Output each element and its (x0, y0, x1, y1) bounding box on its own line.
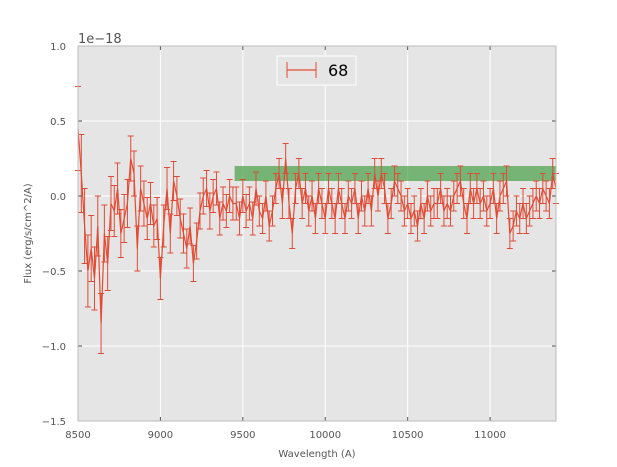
tick-layer: 8500 9000 9500 10000 10500 11000 −1.5 −1.0 −0.5 0… (42, 42, 557, 441)
y-tick-label: 0.0 (50, 192, 66, 203)
y-tick-label: 1.0 (50, 42, 66, 53)
series-line (77, 128, 557, 324)
legend-label: 68 (328, 61, 348, 80)
y-tick-label: −1.0 (42, 342, 66, 353)
x-tick-label: 10000 (309, 430, 341, 441)
y-axis-label: Flux (erg/s/cm^2/A) (23, 183, 34, 283)
y-offset-label: 1e−18 (78, 32, 122, 47)
grid (77, 45, 556, 422)
plot-frame (77, 45, 557, 422)
y-tick-label: 0.5 (50, 117, 66, 128)
x-tick-label: 9500 (230, 430, 255, 441)
y-tick-label: −0.5 (42, 267, 66, 278)
x-tick-label: 8500 (65, 430, 90, 441)
x-axis-label: Wavelength (A) (278, 449, 355, 460)
legend: 68 (276, 55, 357, 86)
x-tick-label: 10500 (392, 430, 424, 441)
legend-swatch (286, 62, 317, 78)
x-tick-label: 9000 (148, 430, 173, 441)
y-tick-label: −1.5 (42, 417, 66, 428)
x-tick-label: 11000 (474, 430, 506, 441)
